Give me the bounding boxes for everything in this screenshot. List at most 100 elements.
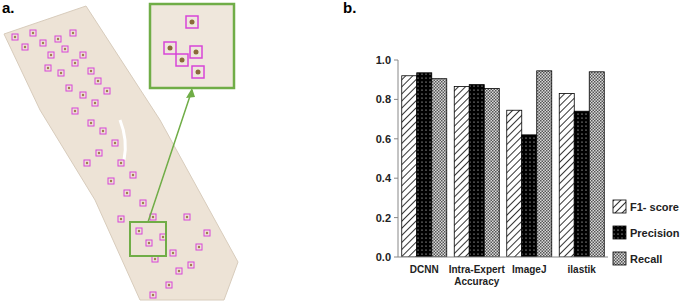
- bar: [402, 76, 417, 257]
- detection-box: [12, 34, 18, 40]
- y-axis: [398, 60, 399, 257]
- detection-box: [170, 250, 176, 256]
- detection-box: [176, 54, 188, 66]
- cell: [74, 110, 76, 112]
- cell: [72, 32, 74, 34]
- cell: [180, 58, 185, 63]
- detection-box: [70, 30, 76, 36]
- bar: [432, 79, 447, 257]
- cell: [206, 232, 208, 234]
- panel-label: b.: [343, 0, 356, 16]
- cell: [106, 90, 108, 92]
- y-tick: [394, 60, 398, 61]
- detection-box: [124, 190, 130, 196]
- detection-box: [108, 178, 114, 184]
- y-tick-label: 0.0: [376, 251, 391, 263]
- cell: [162, 236, 164, 238]
- cell: [154, 258, 156, 260]
- cell: [168, 284, 170, 286]
- cell: [148, 242, 150, 244]
- cell: [24, 46, 26, 48]
- legend-swatch: [613, 226, 626, 239]
- bar: [454, 87, 469, 257]
- cell: [138, 230, 140, 232]
- x-tick-label: Intra-ExpertAccuracy: [449, 264, 506, 287]
- label-line: Intra-Expert: [449, 264, 506, 275]
- detection-box: [186, 16, 198, 28]
- y-tick-label: 0.4: [376, 172, 392, 184]
- detection-box: [92, 100, 98, 106]
- y-tick-label: 0.6: [376, 133, 391, 145]
- cell: [142, 202, 144, 204]
- y-tick-label: 1.0: [376, 54, 391, 66]
- cell: [114, 142, 116, 144]
- label-line: ImageJ: [512, 264, 546, 275]
- y-tick: [394, 99, 398, 100]
- cell: [190, 20, 195, 25]
- cell: [86, 162, 88, 164]
- detection-box: [80, 52, 86, 58]
- detection-box: [150, 292, 156, 298]
- detection-box: [40, 40, 46, 46]
- legend-swatch: [613, 200, 626, 213]
- label-line: DCNN: [410, 264, 439, 275]
- cell: [60, 72, 62, 74]
- zoom-region: [130, 222, 166, 256]
- cell: [152, 216, 154, 218]
- cell: [186, 216, 188, 218]
- legend-swatch: [613, 252, 626, 265]
- label-line: ilastik: [568, 264, 597, 275]
- detection-box: [204, 230, 210, 236]
- cell: [152, 294, 154, 296]
- zoom-inset: [150, 4, 234, 88]
- cell: [82, 94, 84, 96]
- detection-box: [190, 46, 202, 58]
- x-tick-label: ilastik: [568, 264, 597, 275]
- bars: [402, 71, 605, 257]
- cell: [74, 62, 76, 64]
- bar: [589, 72, 604, 257]
- cell: [120, 162, 122, 164]
- cell: [90, 122, 92, 124]
- detection-box: [188, 262, 194, 268]
- cell: [68, 87, 70, 89]
- detection-box: [130, 172, 136, 178]
- figure: a.b.0.00.20.40.60.81.0DCNNIntra-ExpertAc…: [0, 0, 685, 304]
- cell: [196, 70, 201, 75]
- bar: [417, 73, 432, 257]
- detection-box: [196, 244, 202, 250]
- detection-box: [45, 65, 51, 71]
- zoom-arrow: [148, 90, 192, 222]
- cell: [190, 264, 192, 266]
- detection-box: [95, 78, 101, 84]
- cell: [132, 174, 134, 176]
- cell: [64, 48, 66, 50]
- detection-box: [176, 268, 182, 274]
- detection-box: [118, 160, 124, 166]
- bar: [574, 111, 589, 257]
- cell: [126, 192, 128, 194]
- detection-box: [72, 60, 78, 66]
- detection-box: [104, 88, 110, 94]
- detection-box: [192, 66, 204, 78]
- cell: [97, 80, 99, 82]
- cell: [178, 270, 180, 272]
- detection-box: [96, 150, 102, 156]
- legend-label: F1- score: [630, 201, 679, 213]
- bar: [522, 135, 537, 257]
- bar: [537, 71, 552, 257]
- detection-box: [22, 44, 28, 50]
- label-line: Accuracy: [454, 276, 499, 287]
- cell: [82, 54, 84, 56]
- detection-box: [118, 216, 124, 222]
- detection-box: [112, 140, 118, 146]
- x-tick-label: DCNN: [410, 264, 439, 275]
- detection-box: [164, 42, 176, 54]
- y-tick-label: 0.8: [376, 93, 391, 105]
- cell: [50, 54, 52, 56]
- cell: [98, 152, 100, 154]
- detection-box: [140, 200, 146, 206]
- detection-box: [80, 92, 86, 98]
- detection-box: [72, 108, 78, 114]
- cell: [42, 42, 44, 44]
